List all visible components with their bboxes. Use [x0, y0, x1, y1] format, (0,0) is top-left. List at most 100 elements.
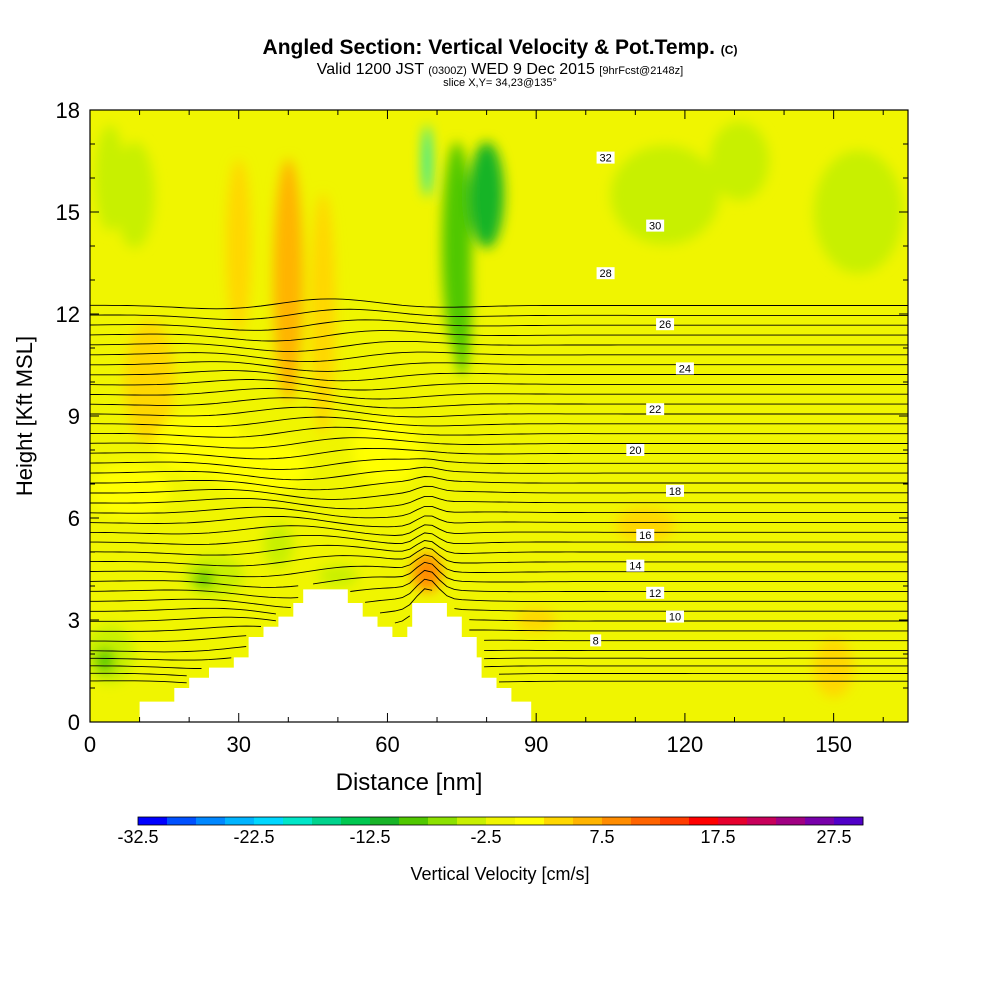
contour-label: 12	[649, 588, 661, 600]
chart-subtitle: Valid 1200 JST (0300Z) WED 9 Dec 2015 [9…	[0, 61, 1000, 79]
theta-contour-line	[90, 458, 908, 470]
valid-label: Valid 1200 JST	[316, 61, 424, 78]
velocity-feature	[615, 507, 675, 543]
colorbar-swatch	[370, 817, 400, 825]
contour-label: 18	[669, 486, 681, 498]
slice-label: slice X,Y= 34,23@135°	[443, 77, 557, 89]
theta-contour-line	[90, 298, 908, 310]
velocity-feature	[412, 553, 442, 592]
colorbar-swatch	[457, 817, 487, 825]
contour-label-bg	[596, 151, 615, 164]
colorbar-swatch	[689, 817, 719, 825]
x-tick-label: 30	[226, 732, 250, 757]
axes: 0 30 60 90 120 150 0 3 6 9 12 15 18 Distance [nm] Heig…	[12, 98, 908, 796]
theta-contour-line	[90, 330, 908, 342]
colorbar-tick-label: 17.5	[700, 827, 735, 847]
colorbar-tick-label: -22.5	[233, 827, 274, 847]
theta-contour-line	[90, 532, 908, 545]
theta-contour-line	[90, 406, 908, 418]
theta-contour-line	[90, 665, 908, 669]
y-tick-label: 15	[56, 200, 80, 225]
contour-label-bg	[675, 362, 694, 375]
colorbar-frame	[137, 816, 864, 826]
y-tick-label: 18	[56, 98, 80, 123]
colorbar-swatch	[718, 817, 748, 825]
contour-label-bg	[656, 318, 675, 331]
velocity-feature	[813, 150, 904, 274]
theta-contour-line	[90, 466, 908, 481]
x-tick-label: 90	[524, 732, 548, 757]
colorbar-swatch	[225, 817, 255, 825]
theta-contour-line	[90, 646, 908, 653]
theta-contour-line	[90, 319, 908, 331]
colorbar-swatch	[515, 817, 545, 825]
colorbar-swatch	[660, 817, 690, 825]
contour-label: 8	[593, 635, 599, 647]
contour-label: 20	[629, 445, 641, 457]
velocity-feature	[516, 607, 557, 633]
contour-label: 32	[599, 153, 611, 165]
theta-contour-line	[90, 485, 908, 500]
theta-contour-line	[90, 379, 908, 391]
theta-contour-line	[90, 361, 908, 372]
chart-title: Angled Section: Vertical Velocity & Pot.…	[0, 36, 1000, 60]
theta-contour-line	[90, 426, 908, 438]
theta-contour-line	[90, 680, 908, 684]
theta-contour-line	[90, 476, 908, 491]
contour-label: 30	[649, 221, 661, 233]
colorbar-swatch	[544, 817, 574, 825]
velocity-feature	[451, 218, 472, 376]
velocity-feature	[124, 320, 175, 444]
theta-contour-line	[90, 397, 908, 409]
theta-contour-line	[90, 547, 908, 567]
theta-contour-line	[90, 351, 908, 363]
colorbar-swatch	[196, 817, 226, 825]
colorbar-swatch	[486, 817, 516, 825]
contour-label: 22	[649, 404, 661, 416]
contour-label-bg	[596, 267, 615, 280]
valid-date: WED 9 Dec 2015	[471, 61, 595, 78]
plot-area: 8 10 12 14 16 18 20 22 24 26 28 30 32	[90, 110, 908, 722]
colorbar-tick-label: -32.5	[117, 827, 158, 847]
colorbar-tick-label: -2.5	[470, 827, 501, 847]
theta-contour-line	[90, 505, 908, 519]
contour-label-bg	[626, 559, 645, 572]
theta-contour-line	[90, 635, 908, 642]
theta-contours	[90, 298, 908, 684]
colorbar-swatch	[573, 817, 603, 825]
velocity-feature	[90, 463, 170, 519]
contour-label: 16	[639, 530, 651, 542]
contour-label-bg	[646, 219, 665, 232]
y-tick-label: 3	[68, 608, 80, 633]
terrain	[139, 589, 532, 722]
theta-contour-line	[90, 625, 908, 632]
colorbar-swatch	[138, 817, 168, 825]
contour-label-bg	[626, 444, 645, 456]
velocity-feature	[94, 648, 115, 673]
y-tick-label: 6	[68, 506, 80, 531]
contour-label: 28	[599, 268, 611, 280]
x-axis-label: Distance [nm]	[336, 769, 483, 796]
colorbar: -32.5 -22.5 -12.5 -2.5 7.5 17.5 27.5 Vertical V…	[117, 816, 864, 884]
y-tick-label: 9	[68, 404, 80, 429]
contour-label-bg	[665, 484, 684, 497]
contour-label-bg	[590, 634, 602, 647]
theta-contour-line	[90, 657, 908, 661]
colorbar-swatch	[283, 817, 313, 825]
y-tick-label: 12	[56, 302, 80, 327]
colorbar-title: Vertical Velocity [cm/s]	[410, 864, 589, 884]
forecast-tag: [9hrFcst@2148z]	[599, 65, 684, 77]
velocity-feature	[709, 121, 770, 201]
colorbar-swatch	[602, 817, 632, 825]
colorbar-tick-label: 27.5	[816, 827, 851, 847]
theta-contour-line	[90, 308, 908, 320]
contour-labels: 8 10 12 14 16 18 20 22 24 26 28 30 32	[590, 151, 694, 647]
velocity-feature	[610, 145, 720, 245]
x-tick-label: 60	[375, 732, 399, 757]
velocity-feature	[208, 437, 309, 497]
velocity-feature	[263, 522, 294, 568]
colorbar-tick-label: -12.5	[349, 827, 390, 847]
contour-label: 14	[629, 561, 641, 573]
theta-contour-line	[90, 561, 908, 588]
colorbar-swatch	[631, 817, 661, 825]
